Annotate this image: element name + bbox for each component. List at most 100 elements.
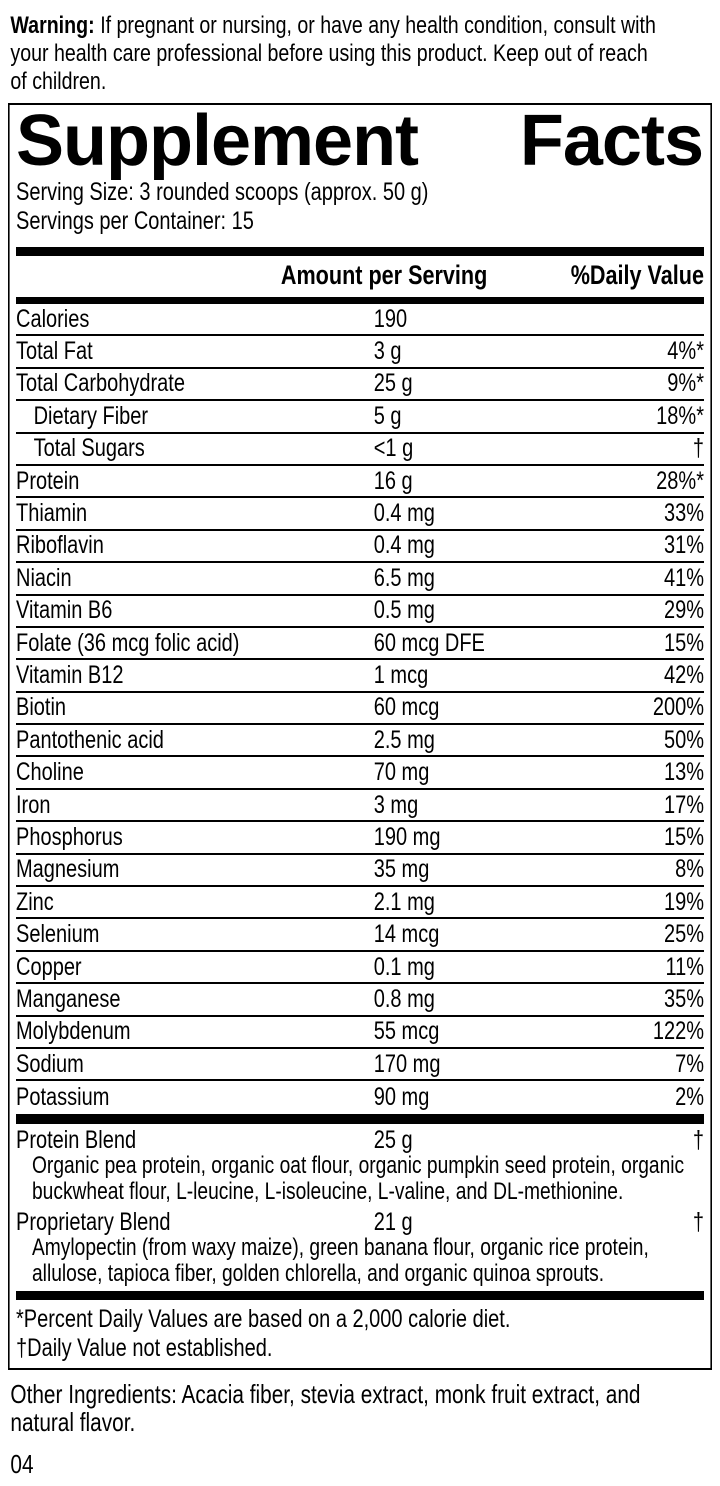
blend-row: Protein Blend 25 g †	[16, 1124, 704, 1154]
nutrient-row: Calories 190	[16, 304, 704, 337]
nutrient-row: Thiamin 0.4 mg 33%	[16, 498, 704, 531]
nutrient-daily-value: 18%*	[656, 401, 704, 430]
nutrient-daily-value: 13%	[663, 758, 704, 787]
nutrient-daily-value: 29%	[663, 596, 704, 625]
nutrient-name: Folate (36 mcg folic acid)	[16, 628, 240, 657]
blend-name: Proprietary Blend	[16, 1207, 171, 1236]
nutrient-name: Vitamin B6	[16, 596, 113, 625]
warning-text: Warning: If pregnant or nursing, or have …	[10, 12, 710, 96]
nutrient-row: Vitamin B6 0.5 mg 29%	[16, 596, 704, 628]
nutrient-name: Thiamin	[16, 499, 88, 528]
footnotes: *Percent Daily Values are based on a 2,0…	[16, 1300, 704, 1363]
nutrient-amount: 1 mcg	[373, 660, 429, 689]
other-ingredients-line: Other Ingredients: Acacia fiber, stevia …	[10, 1378, 641, 1409]
nutrient-daily-value: 28%*	[656, 466, 704, 495]
nutrient-name: Calories	[16, 304, 90, 333]
nutrient-daily-value: 9%*	[667, 369, 704, 398]
nutrient-name: Copper	[16, 952, 82, 981]
nutrient-row: Total Fat 3 g 4%*	[16, 336, 704, 369]
nutrient-amount: 170 mg	[373, 1049, 441, 1078]
nutrient-amount: 3 g	[373, 337, 402, 366]
thick-divider-bar	[16, 1113, 704, 1124]
thick-divider-bar	[16, 247, 704, 256]
blend-ingredients-line: Organic pea protein, organic oat flour, …	[32, 1151, 685, 1179]
nutrient-daily-value: 33%	[663, 499, 704, 528]
other-ingredients-line: natural flavor.	[10, 1406, 136, 1437]
nutrient-amount: 2.5 mg	[373, 725, 435, 754]
nutrient-name: Molybdenum	[16, 1017, 131, 1046]
nutrient-amount: 0.8 mg	[373, 984, 435, 1013]
nutrient-name: Manganese	[16, 984, 121, 1013]
nutrient-row: Pantothenic acid 2.5 mg 50%	[16, 725, 704, 758]
blend-daily-value: †	[692, 1207, 704, 1236]
warning-line-text: If pregnant or nursing, or have any heal…	[100, 12, 656, 39]
servings-per-container: Servings per Container: 15	[16, 207, 254, 235]
nutrient-daily-value: 42%	[663, 660, 704, 689]
nutrient-amount: 60 mcg DFE	[373, 628, 485, 657]
amount-column-header: Amount per Serving	[280, 260, 488, 290]
nutrient-daily-value: 11%	[665, 952, 704, 981]
nutrient-daily-value: 17%	[663, 790, 704, 819]
nutrient-name: Riboflavin	[16, 531, 104, 560]
page-number: 04	[10, 1448, 34, 1479]
nutrient-row: Niacin 6.5 mg 41%	[16, 563, 704, 596]
nutrient-row: Vitamin B12 1 mcg 42%	[16, 660, 704, 693]
blend-row: Proprietary Blend 21 g †	[16, 1206, 704, 1236]
thick-divider-bar	[16, 1290, 704, 1300]
nutrient-amount: 190	[373, 304, 408, 333]
nutrient-daily-value: 8%	[675, 855, 704, 884]
nutrient-name: Pantothenic acid	[16, 725, 164, 754]
serving-size: Serving Size: 3 rounded scoops (approx. …	[16, 178, 429, 206]
nutrient-amount: 190 mg	[373, 822, 441, 851]
nutrient-amount: 55 mcg	[373, 1017, 440, 1046]
title-word-supplement: Supplement	[16, 101, 419, 181]
nutrient-row: Selenium 14 mcg 25%	[16, 919, 704, 952]
nutrient-row: Total Sugars <1 g †	[16, 434, 704, 466]
nutrient-row: Folate (36 mcg folic acid) 60 mcg DFE 15…	[16, 628, 704, 661]
footnote-line: *Percent Daily Values are based on a 2,0…	[16, 1304, 511, 1333]
blend-ingredients: Amylopectin (from waxy maize), green ban…	[16, 1234, 704, 1288]
blend-amount: 21 g	[373, 1207, 413, 1236]
warning-label: Warning:	[10, 12, 95, 39]
nutrient-row: Protein 16 g 28%*	[16, 466, 704, 499]
nutrient-daily-value: 41%	[663, 563, 704, 592]
blend-block: Protein Blend 25 g † Organic pea protein…	[16, 1124, 704, 1206]
supplement-facts-title: Supplement Facts	[16, 101, 704, 181]
nutrient-row: Copper 0.1 mg 11%	[16, 952, 704, 985]
nutrient-row: Dietary Fiber 5 g 18%*	[16, 401, 704, 434]
blend-daily-value: †	[692, 1125, 704, 1154]
blend-ingredients-line: buckwheat flour, L-leucine, L-isoleucine…	[32, 1178, 624, 1206]
warning-line: your health care professional before usi…	[10, 40, 648, 67]
nutrient-row: Total Carbohydrate 25 g 9%*	[16, 369, 704, 402]
nutrient-amount: 14 mcg	[373, 920, 440, 949]
nutrient-row: Molybdenum 55 mcg 122%	[16, 1017, 704, 1049]
nutrient-name: Protein	[16, 466, 80, 495]
nutrient-daily-value: 25%	[663, 920, 704, 949]
column-headers: Amount per Serving %Daily Value	[16, 256, 704, 297]
nutrient-amount: 0.5 mg	[373, 596, 435, 625]
blend-ingredients-line: allulose, tapioca fiber, golden chlorell…	[32, 1260, 605, 1288]
nutrient-amount: 0.1 mg	[373, 952, 435, 981]
nutrient-name: Zinc	[16, 887, 54, 916]
nutrient-name: Total Carbohydrate	[16, 369, 185, 398]
facts-table-body: Calories 190 Total Fat 3 g 4%* Total Car…	[16, 304, 704, 1114]
nutrient-amount: 25 g	[373, 369, 413, 398]
nutrient-daily-value: 15%	[663, 628, 704, 657]
nutrient-daily-value: 7%	[675, 1049, 704, 1078]
blend-amount: 25 g	[373, 1125, 413, 1154]
blend-block: Proprietary Blend 21 g † Amylopectin (fr…	[16, 1206, 704, 1288]
nutrient-amount: 60 mcg	[373, 693, 440, 722]
nutrient-name: Iron	[16, 790, 51, 819]
nutrient-name: Niacin	[16, 563, 72, 592]
nutrient-name: Vitamin B12	[16, 660, 124, 689]
nutrient-row: Choline 70 mg 13%	[16, 757, 704, 790]
nutrient-row: Biotin 60 mcg 200%	[16, 693, 704, 726]
nutrient-daily-value: 35%	[663, 984, 704, 1013]
nutrient-name: Selenium	[16, 920, 100, 949]
nutrient-amount: 16 g	[373, 466, 413, 495]
blend-ingredients: Organic pea protein, organic oat flour, …	[16, 1151, 704, 1206]
warning-line: Warning: If pregnant or nursing, or have …	[10, 12, 710, 40]
nutrient-amount: 5 g	[373, 401, 402, 430]
footnote-line: †Daily Value not established.	[16, 1333, 273, 1362]
nutrient-amount: 0.4 mg	[373, 531, 435, 560]
